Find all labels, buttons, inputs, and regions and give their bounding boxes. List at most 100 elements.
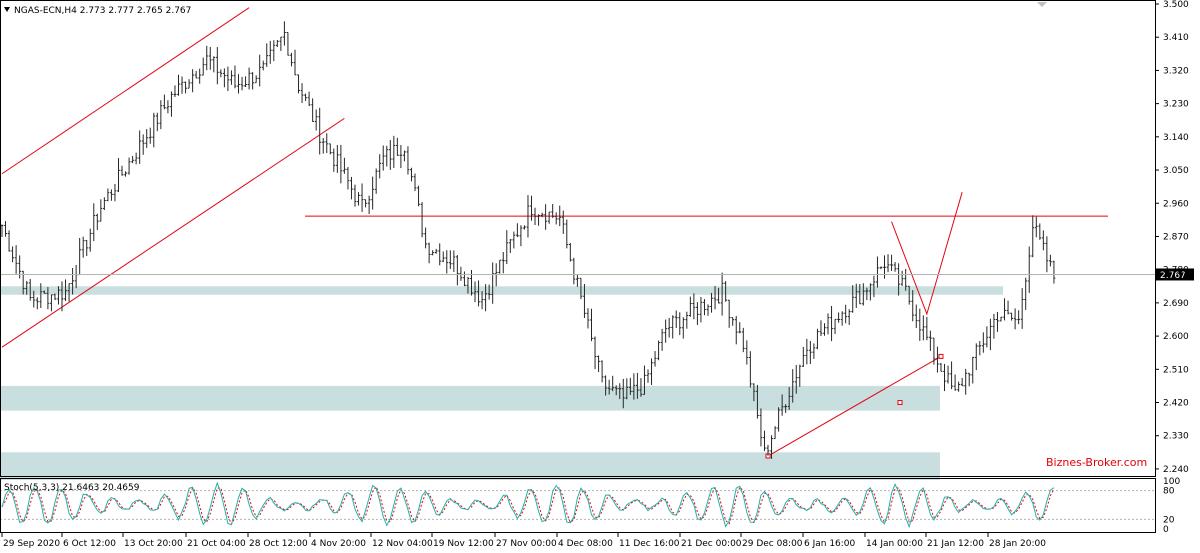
ohlc-bar — [519, 225, 523, 247]
ohlc-bar — [57, 286, 60, 305]
ohlc-bar — [480, 291, 484, 310]
ohlc-bar — [240, 76, 244, 91]
x-tick-label: 29 Dec 08:00 — [742, 539, 803, 549]
chart-shift-marker-icon[interactable] — [1037, 2, 1047, 7]
ohlc-bar — [1003, 298, 1006, 321]
ohlc-bar — [996, 311, 999, 332]
ohlc-bar — [7, 230, 11, 252]
ohlc-bar — [1034, 216, 1038, 238]
ohlc-bar — [752, 383, 756, 402]
ohlc-bar — [837, 312, 841, 323]
ohlc-bar — [713, 286, 717, 310]
ohlc-bar — [388, 140, 392, 170]
ohlc-bar — [498, 259, 502, 274]
y-tick-label: 3.410 — [1163, 33, 1189, 43]
x-tick-label: 28 Jan 20:00 — [989, 539, 1046, 549]
ohlc-bar — [967, 372, 971, 387]
ohlc-bar — [530, 195, 533, 221]
ohlc-bar — [445, 250, 449, 274]
ohlc-bar — [459, 266, 463, 281]
ohlc-bar — [321, 137, 325, 154]
ohlc-bar — [424, 227, 427, 249]
ohlc-bar — [95, 213, 99, 230]
ohlc-bar — [85, 239, 89, 257]
support-trendline — [767, 355, 942, 457]
current-price-tag — [1156, 268, 1194, 281]
ohlc-bar — [261, 60, 265, 71]
ohlc-bar — [868, 283, 872, 301]
ohlc-bar — [579, 277, 583, 300]
ohlc-bar — [540, 212, 544, 218]
ohlc-bar — [805, 338, 809, 365]
ohlc-bar — [275, 40, 279, 48]
watermark: Biznes-Broker.com — [1046, 456, 1147, 469]
ohlc-bar — [466, 276, 470, 294]
ohlc-bar — [572, 257, 576, 285]
ohlc-bar — [508, 239, 512, 253]
ohlc-bar — [565, 219, 569, 249]
ohlc-bar — [438, 243, 442, 266]
ohlc-bar — [420, 202, 424, 238]
ohlc-bar — [505, 230, 509, 265]
ohlc-bar — [307, 91, 311, 106]
ohlc-bar — [293, 49, 297, 76]
ohlc-bar — [989, 318, 992, 351]
ohlc-bar — [823, 323, 826, 336]
ohlc-bar — [473, 281, 477, 303]
y-tick-label: 3.500 — [1163, 0, 1189, 10]
ohlc-bar — [441, 251, 445, 263]
ohlc-bar — [974, 343, 978, 371]
ohlc-bar — [124, 171, 127, 177]
ohlc-bar — [360, 183, 364, 212]
main-panel-border — [0, 0, 1156, 477]
ohlc-bar — [544, 204, 548, 230]
ohlc-bar — [272, 40, 276, 62]
ohlc-bar — [1038, 223, 1042, 240]
ohlc-bar — [1027, 246, 1031, 293]
ohlc-bar — [28, 278, 32, 301]
ohlc-bar — [554, 212, 558, 225]
y-tick-label: 2.960 — [1163, 199, 1189, 209]
ohlc-bar — [646, 369, 650, 383]
ohlc-bar — [230, 70, 233, 85]
ohlc-bar — [625, 378, 629, 400]
ohlc-bar — [145, 129, 149, 148]
ohlc-bar — [946, 365, 950, 384]
ohlc-bar — [568, 242, 572, 262]
ohlc-bar — [526, 195, 530, 238]
ohlc-bar — [283, 21, 286, 46]
ohlc-bar — [985, 326, 989, 348]
ohlc-bar — [290, 52, 293, 67]
ohlc-bar — [233, 65, 237, 89]
ohlc-bar — [32, 290, 36, 308]
triangle-down-icon[interactable] — [4, 7, 10, 12]
ohlc-bar — [350, 176, 353, 200]
drawings-layer — [1, 7, 1108, 459]
ohlc-bar — [763, 430, 766, 452]
ohlc-bar — [1013, 308, 1017, 330]
ohlc-bar — [92, 203, 96, 242]
ohlc-bar — [971, 356, 975, 384]
ohlc-bar — [251, 72, 255, 90]
ohlc-bar — [826, 313, 830, 335]
ohlc-bar — [258, 54, 262, 87]
ohlc-bar — [614, 385, 618, 396]
ohlc-bar — [378, 154, 382, 179]
y-tick-label: 2.600 — [1163, 332, 1189, 342]
ohlc-bar — [745, 340, 749, 365]
ohlc-bar — [657, 340, 660, 361]
ohlc-bar — [152, 112, 156, 148]
ohlc-bar — [685, 311, 689, 329]
ohlc-bar — [501, 251, 505, 274]
ohlc-bar — [660, 328, 664, 351]
ohlc-bar — [593, 336, 597, 370]
ohlc-bar — [25, 280, 29, 295]
ohlc-bar — [784, 404, 788, 413]
ohlc-bar — [222, 68, 226, 88]
ohlc-bar — [904, 268, 908, 291]
ohlc-bar — [706, 304, 710, 316]
y-tick-label: 2.240 — [1163, 465, 1189, 475]
ohlc-bar — [748, 351, 752, 388]
ohlc-bar — [1045, 236, 1049, 273]
